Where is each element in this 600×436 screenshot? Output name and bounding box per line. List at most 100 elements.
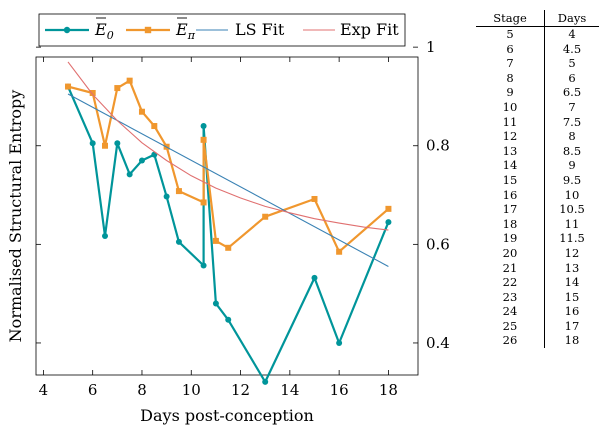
- table-row: 18 11: [476, 216, 599, 232]
- table-cell-stage: 15: [476, 172, 545, 188]
- table-cell-days: 13: [564, 260, 580, 275]
- table-cell-stage: 6: [476, 41, 545, 57]
- series-point: [311, 195, 318, 202]
- table-row: 23 15: [476, 289, 599, 305]
- table-cell-days: 11.5: [559, 231, 585, 246]
- legend-marker: [63, 26, 71, 34]
- table-cell-days: 14: [564, 275, 580, 290]
- table-row: 6 4.5: [476, 41, 599, 57]
- series-point: [212, 237, 219, 244]
- table-cell-stage: 8: [476, 70, 545, 86]
- series-line-0: [66, 86, 390, 383]
- table-cell-days: 4.5: [562, 41, 582, 56]
- table-row: 12 8: [476, 129, 599, 144]
- table-cell-stage: 22: [476, 275, 545, 290]
- table-body: 5 4 6 4.5 7 5 8 6 9 6.5 10 7 11 7.5 12 8 13 8.5 14 9 15 9.5 16…: [476, 26, 599, 349]
- table-cell-stage: 25: [476, 318, 545, 334]
- series-point: [175, 188, 182, 195]
- series-point: [385, 219, 392, 226]
- y-axis-label: Normalised Structural Entropy: [6, 90, 25, 343]
- y-tick-label: 0.4: [426, 334, 450, 352]
- table-cell-days: 10: [564, 187, 580, 202]
- series-point: [311, 274, 318, 281]
- series-point: [89, 140, 96, 147]
- series-point: [200, 199, 207, 206]
- table-header-row: Stage Days: [476, 10, 599, 27]
- table-cell-stage: 19: [476, 231, 545, 246]
- table-cell-stage: 24: [476, 304, 545, 319]
- x-tick-label: 16: [330, 381, 349, 399]
- series-point: [138, 108, 145, 115]
- table-row: 11 7.5: [476, 114, 599, 130]
- table-cell-days: 17: [564, 318, 580, 333]
- table-cell-stage: 26: [476, 333, 545, 349]
- table-cell-days: 4: [568, 27, 576, 41]
- table-cell-stage: 5: [476, 26, 545, 42]
- x-tick-label: 8: [137, 381, 147, 399]
- table-row: 25 17: [476, 318, 599, 334]
- legend-label: E0: [94, 20, 114, 42]
- table-cell-days: 7.5: [562, 114, 582, 129]
- table-cell-stage: 12: [476, 129, 545, 144]
- stage-days-table: Stage Days 5 4 6 4.5 7 5 8 6 9 6.5 10 7 11 7.5 12 8 13 8.…: [476, 10, 599, 349]
- table-cell-stage: 7: [476, 56, 545, 71]
- series-point: [262, 213, 269, 220]
- table-cell-days: 15: [564, 289, 580, 304]
- series-point: [126, 171, 133, 178]
- table-row: 24 16: [476, 304, 599, 319]
- series-point: [89, 89, 96, 96]
- table-cell-days: 5: [568, 56, 576, 71]
- series-point: [163, 193, 170, 200]
- series-point: [175, 238, 182, 245]
- x-tick-label: 12: [231, 381, 250, 399]
- legend-label-subscript: 0: [107, 29, 114, 42]
- series-point: [200, 136, 207, 143]
- legend-label-base: E: [175, 20, 188, 39]
- series-point: [262, 378, 269, 385]
- table-row: 21 13: [476, 260, 599, 276]
- legend-label-base: E: [94, 20, 107, 39]
- table-cell-stage: 20: [476, 245, 545, 261]
- table-row: 15 9.5: [476, 172, 599, 188]
- series-point: [225, 244, 232, 251]
- series-point: [65, 83, 72, 90]
- table-cell-days: 8: [568, 129, 576, 144]
- table-cell-days: 18: [564, 333, 580, 348]
- table-row: 26 18: [476, 333, 599, 349]
- series-point: [385, 205, 392, 212]
- table-header-days: Days: [544, 10, 599, 27]
- legend: E0 Eπ LS Fit Exp Fit: [38, 13, 406, 47]
- table-cell-days: 10.5: [559, 202, 585, 217]
- table-cell-stage: 11: [476, 114, 545, 130]
- x-axis-label: Days post-conception: [140, 406, 314, 425]
- table-row: 19 11.5: [476, 231, 599, 246]
- table-row: 13 8.5: [476, 143, 599, 159]
- table-cell-days: 6: [568, 70, 576, 85]
- table-row: 22 14: [476, 275, 599, 290]
- table-row: 16 10: [476, 187, 599, 203]
- table-row: 10 7: [476, 99, 599, 115]
- table-row: 17 10.5: [476, 202, 599, 217]
- legend-label-subscript: π: [187, 29, 196, 42]
- series-point: [212, 300, 219, 307]
- x-tick-label: 6: [88, 381, 98, 399]
- x-tick-label: 14: [280, 381, 299, 399]
- x-tick-label: 10: [182, 381, 201, 399]
- table-cell-days: 8.5: [562, 143, 582, 158]
- legend-marker: [144, 26, 152, 34]
- table-cell-stage: 13: [476, 143, 545, 159]
- y-tick-label: 0.8: [426, 137, 450, 155]
- table-cell-days: 9.5: [562, 172, 582, 187]
- series-line-2: [67, 93, 389, 267]
- series-point: [126, 77, 133, 84]
- table-cell-stage: 9: [476, 85, 545, 100]
- table-cell-stage: 10: [476, 99, 545, 115]
- table-cell-days: 12: [564, 245, 580, 260]
- series-point: [102, 232, 109, 239]
- series-point: [336, 248, 343, 255]
- plot-frame: [35, 56, 419, 376]
- series-point: [151, 123, 158, 130]
